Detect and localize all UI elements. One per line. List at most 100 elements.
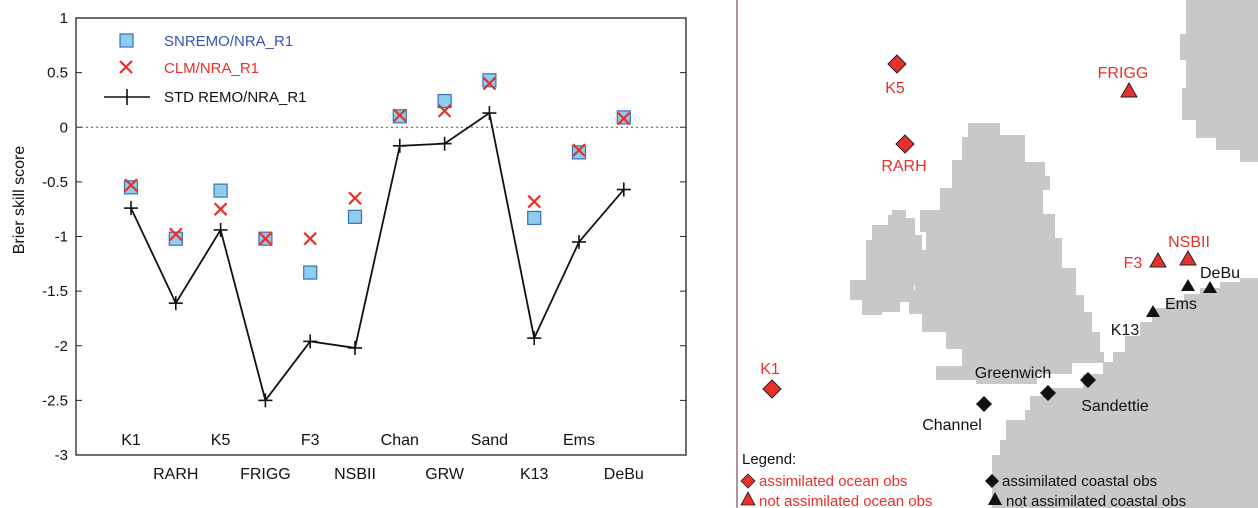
x-category-label: Ems (563, 432, 595, 449)
brier-skill-chart: 1 0.5 0 -0.5 -1 -1.5 -2 -2.5 -3 K1 RARH K5 FRIGG F3 N… (11, 10, 687, 483)
clm-point (169, 227, 183, 242)
station-sandettie-marker (1080, 372, 1096, 388)
y-axis: 1 0.5 0 -0.5 -1 -1.5 -2 -2.5 -3 (42, 10, 686, 464)
station-debu-label: DeBu (1200, 265, 1240, 282)
legend-assimilated-coastal-label: assimilated coastal obs (1002, 473, 1157, 490)
clm-point-stroke-b (348, 191, 362, 206)
station-map: K5 RARH K1 FRIGG NSBII F3 DeBu Ems K13 G… (736, 0, 1258, 508)
y-tick-label: -3 (55, 447, 68, 464)
clm-point-stroke-b (437, 104, 452, 118)
clm-series (124, 76, 631, 246)
y-tick-label: -1.5 (42, 283, 68, 300)
station-k13-label: K13 (1111, 322, 1140, 339)
y-tick-label: 0 (60, 119, 68, 136)
plot-frame (75, 17, 687, 456)
station-rarh-label: RARH (881, 158, 926, 175)
station-nsbii-label: NSBII (1168, 234, 1210, 251)
clm-point-stroke-b (124, 178, 138, 192)
clm-point-stroke-b (572, 143, 586, 157)
snremo-point (482, 73, 497, 88)
y-tick-label: 1 (60, 10, 68, 27)
scandinavia-landmass (1180, 0, 1258, 162)
clm-point-stroke-b (213, 202, 228, 216)
clm-point (348, 191, 362, 206)
clm-point (258, 231, 273, 246)
clm-point (124, 178, 138, 192)
station-frigg-marker (1120, 81, 1138, 98)
map-legend: Legend: assimilated ocean obs assimilate… (740, 451, 1186, 508)
x-category-label: K13 (520, 466, 549, 483)
station-f3-marker (1149, 251, 1167, 268)
snremo-point (437, 93, 452, 109)
snremo-point (527, 210, 542, 226)
x-category-label: NSBII (334, 466, 376, 483)
clm-point-stroke-b (527, 194, 541, 209)
std-remo-series (124, 106, 631, 408)
clm-point-stroke-b (258, 231, 273, 246)
legend-label-std: STD REMO/NRA_R1 (164, 89, 307, 106)
legend-marker-std (104, 89, 150, 105)
station-debu-marker (1203, 281, 1217, 293)
station-rarh-marker (895, 134, 915, 154)
clm-point-stroke-b (393, 108, 407, 123)
continent-landmass (992, 278, 1258, 508)
snremo-point (123, 180, 139, 195)
x-category-label: K1 (121, 432, 141, 449)
land-mass (850, 0, 1258, 508)
legend-assimilated-ocean-label: assimilated ocean obs (759, 473, 907, 490)
station-f3-label: F3 (1124, 255, 1143, 272)
ireland-landmass (850, 210, 922, 315)
y-tick-label: -0.5 (42, 174, 68, 191)
y-tick-label: -2.5 (42, 392, 68, 409)
y-tick-label: -2 (55, 338, 68, 355)
clm-point-stroke-b (482, 76, 497, 91)
clm-point-stroke-b (303, 231, 317, 246)
snremo-point (168, 231, 183, 246)
coastal-stations: DeBu Ems K13 Greenwich Sandettie Channel (922, 265, 1240, 434)
x-category-label: Chan (381, 432, 419, 449)
x-category-label: F3 (301, 432, 320, 449)
station-greenwich-label: Greenwich (975, 365, 1051, 382)
station-channel-marker (976, 396, 992, 412)
clm-point (303, 231, 317, 246)
legend-label-snremo: SNREMO/NRA_R1 (164, 33, 293, 50)
station-k13-marker (1146, 305, 1160, 317)
clm-point (213, 202, 228, 216)
x-category-label: Sand (471, 432, 508, 449)
clm-point (572, 143, 586, 157)
station-k5-marker (887, 54, 907, 74)
x-category-label: FRIGG (240, 466, 291, 483)
chart-legend: SNREMO/NRA_R1 CLM/NRA_R1 STD REMO/NRA_R1 (104, 33, 307, 106)
snremo-point (213, 183, 228, 198)
station-sandettie-label: Sandettie (1081, 398, 1149, 415)
std-remo-line (130, 111, 625, 403)
legend-assimilated-ocean-marker (740, 473, 756, 489)
legend-assimilated-coastal-marker (985, 474, 999, 488)
x-category-label: DeBu (604, 466, 644, 483)
station-ems-label: Ems (1165, 296, 1197, 313)
legend-not-assimilated-coastal-label: not assimilated coastal obs (1006, 493, 1186, 508)
clm-point (617, 111, 631, 126)
legend-label-clm: CLM/NRA_R1 (164, 60, 259, 77)
station-k5-label: K5 (885, 80, 905, 97)
britain-landmass (909, 123, 1104, 384)
station-frigg-label: FRIGG (1098, 65, 1149, 82)
clm-point (437, 104, 452, 118)
snremo-point (347, 209, 363, 224)
x-category-label: K5 (211, 432, 231, 449)
map-legend-title: Legend: (742, 451, 796, 468)
x-category-label: GRW (425, 466, 465, 483)
x-category-label: RARH (153, 466, 198, 483)
clm-point (393, 108, 407, 123)
station-ems-marker (1181, 279, 1195, 291)
legend-marker-clm (119, 60, 133, 74)
ocean-stations: K5 RARH K1 FRIGG NSBII F3 (760, 54, 1210, 399)
legend-marker-snremo (119, 33, 134, 48)
station-k1-marker (762, 379, 782, 399)
station-nsbii-marker (1179, 249, 1197, 266)
legend-not-assimilated-coastal-marker (988, 492, 1002, 505)
station-channel-label: Channel (922, 417, 982, 434)
snremo-point (303, 265, 318, 280)
x-category-labels: K1 RARH K5 FRIGG F3 NSBII Chan GRW Sand K13 Ems DeB… (121, 432, 644, 483)
station-k1-label: K1 (760, 361, 780, 378)
